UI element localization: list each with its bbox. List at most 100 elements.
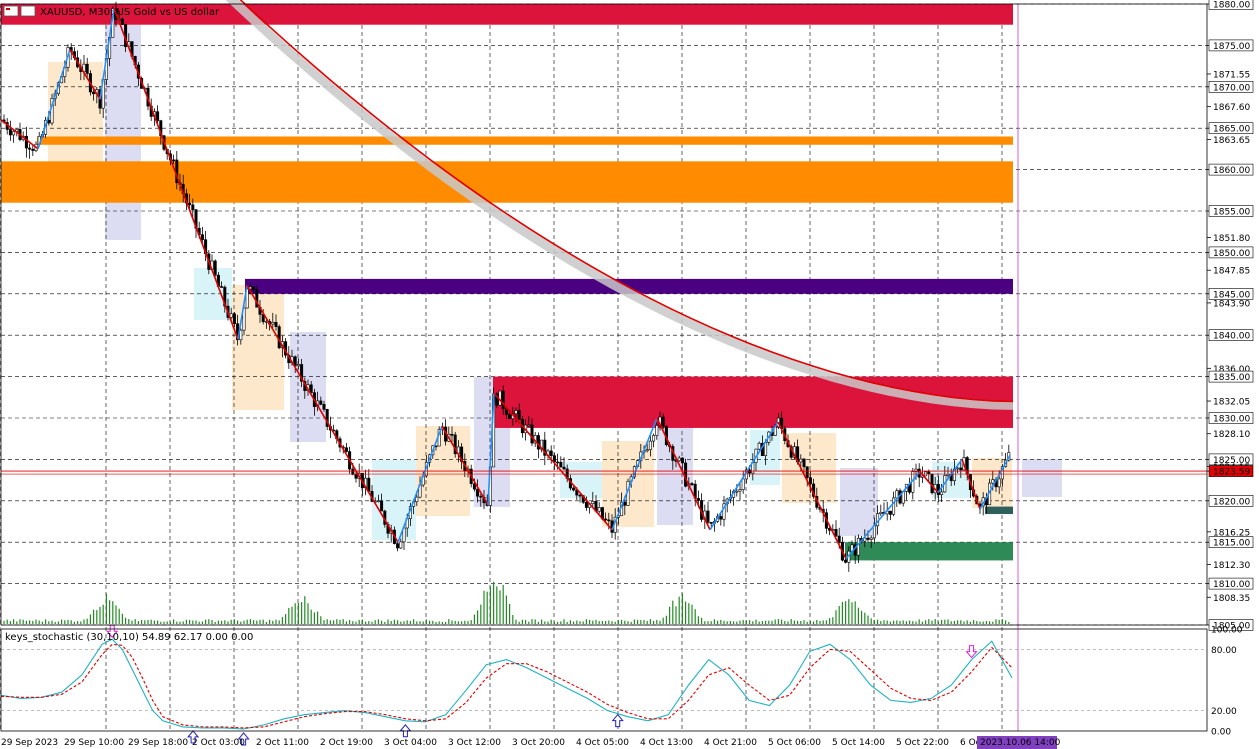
candle-body: [172, 159, 176, 162]
chart-window-icon-mark: [6, 8, 10, 10]
background-box: [1022, 459, 1062, 497]
buy-arrow: [237, 732, 250, 746]
y-tick-label: 1863.65: [1213, 136, 1250, 146]
candle-body: [572, 487, 576, 491]
candle-body: [597, 507, 601, 512]
x-tick-label: 2 Oct 19:00: [320, 738, 373, 748]
zigzag-segment: [246, 285, 399, 543]
zigzag-segment: [979, 454, 1011, 510]
zigzag-segment: [845, 471, 921, 560]
candle-body: [536, 435, 540, 450]
candle-body: [696, 498, 700, 501]
x-current-label-box: [977, 736, 1057, 749]
candle-body: [277, 326, 281, 349]
candle-body: [325, 409, 329, 427]
stochastic-pane-border: [0, 628, 1208, 732]
candle-body: [255, 289, 259, 308]
candle-body: [220, 286, 224, 288]
candle-body: [399, 541, 403, 549]
candle-body: [655, 425, 659, 436]
moving-average-line: [239, 0, 1014, 403]
y-tick-label: 1880.00: [1213, 1, 1250, 11]
y-tick-label: 1867.60: [1213, 103, 1250, 113]
y-label-box: [1208, 329, 1254, 342]
candle-body: [508, 414, 512, 419]
candle-body: [709, 522, 713, 524]
candle-body: [722, 503, 726, 520]
zigzag-segment: [777, 421, 847, 560]
candle-body: [856, 537, 860, 556]
stoch-tick-label: 80.00: [1211, 646, 1237, 656]
candle-body: [415, 496, 419, 503]
candle-body: [543, 439, 547, 456]
zigzag-segment: [487, 393, 495, 505]
candle-body: [300, 364, 304, 382]
stochastic-pane[interactable]: [0, 624, 1207, 746]
y-tick-label: 1816.25: [1213, 528, 1250, 538]
zigzag-segment: [441, 425, 489, 506]
x-tick-label: 2 Oct 11:00: [256, 738, 309, 748]
x-tick-label: 29 Sep 10:00: [64, 738, 124, 748]
candle-body: [741, 478, 745, 490]
candle-body: [476, 488, 480, 497]
y-tick-label: 1871.55: [1213, 70, 1250, 80]
y-label-box: [1208, 81, 1254, 93]
y-tick-label: 1805.00: [1213, 622, 1250, 632]
y-tick-label: 1850.00: [1213, 249, 1250, 259]
candle-body: [591, 501, 595, 504]
candle-body: [892, 497, 896, 515]
x-tick-label: 5 Oct 14:00: [832, 738, 885, 748]
y-tick-label: 1855.00: [1213, 208, 1250, 218]
stochastic-title: keys_stochastic (30,10,10) 54.89 62.17 0…: [5, 632, 253, 643]
candle-body: [748, 469, 752, 474]
zigzag-segment: [493, 392, 613, 531]
x-tick-label: 5 Oct 06:00: [768, 738, 821, 748]
zigzag-segment: [919, 471, 939, 494]
y-tick-label: 1875.00: [1213, 42, 1250, 52]
y-tick-label: 1832.05: [1213, 398, 1250, 408]
candle-body: [156, 111, 160, 121]
x-tick-label: 29 Sep 18:00: [128, 738, 188, 748]
candle-body: [229, 313, 233, 318]
candle-body: [309, 384, 313, 393]
candle-body: [8, 129, 12, 136]
y-label-box: [1208, 453, 1254, 466]
candle-body: [623, 501, 627, 506]
candle-body: [453, 434, 457, 455]
candle-body: [872, 525, 876, 539]
candle-body: [239, 329, 243, 341]
zigzag-segment: [113, 7, 239, 340]
y-tick-label: 1865.00: [1213, 125, 1250, 135]
candle-body: [556, 461, 560, 464]
zigzag-segment: [709, 421, 779, 531]
buy-arrow: [187, 730, 200, 744]
candle-body: [351, 468, 355, 475]
zigzag-segment: [237, 285, 248, 340]
candle-body: [252, 286, 256, 290]
candle-body: [200, 234, 204, 240]
y-tick-label: 1845.00: [1213, 290, 1250, 300]
candle-body: [367, 477, 371, 492]
y-label-box: [1208, 0, 1254, 10]
stochastic-main-line: [0, 638, 1013, 730]
price-pane-border: [0, 3, 1208, 626]
candle-body: [648, 440, 652, 451]
candle-body: [92, 91, 96, 95]
candle-body: [645, 449, 649, 452]
candle-body: [895, 490, 899, 499]
candle-body: [719, 516, 723, 520]
candle-body: [24, 135, 28, 149]
zigzag-segment: [99, 8, 115, 100]
moving-average-band: [225, 0, 1014, 410]
candle-body: [191, 204, 195, 210]
candle-body: [604, 518, 608, 521]
chart-window-icon[interactable]: [3, 5, 19, 17]
candle-body: [479, 495, 483, 498]
candle-body: [85, 63, 89, 74]
zigzag-segment: [937, 458, 963, 493]
chart-properties-icon[interactable]: [20, 5, 36, 17]
stoch-tick-label: 0.00: [1211, 728, 1231, 738]
candle-body: [527, 424, 531, 427]
